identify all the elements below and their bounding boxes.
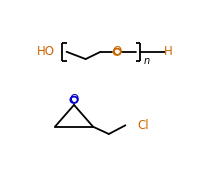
Text: Cl: Cl (138, 119, 150, 132)
Text: H: H (164, 45, 173, 58)
Text: n: n (144, 56, 150, 66)
Text: O: O (113, 45, 122, 58)
Text: HO: HO (37, 45, 55, 58)
Text: O: O (69, 93, 79, 106)
